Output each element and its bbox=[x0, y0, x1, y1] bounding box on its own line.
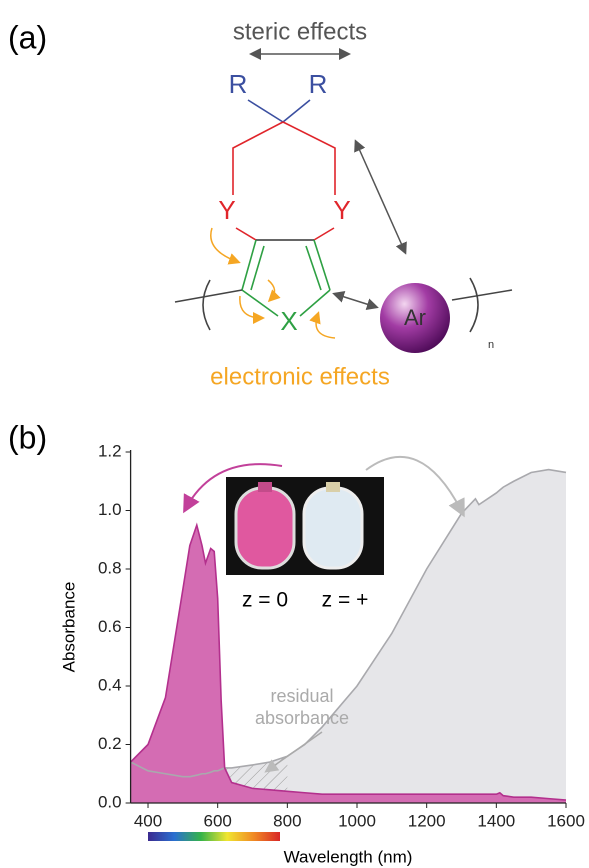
arrow bbox=[183, 463, 283, 514]
backbone bbox=[174, 277, 513, 333]
series-line bbox=[130, 522, 567, 801]
diagram: (a) steric effects R R Y Y X Ar n electr… bbox=[8, 18, 513, 390]
bonds bbox=[232, 121, 336, 241]
series-line bbox=[130, 468, 567, 778]
legend-label: z = + bbox=[322, 589, 369, 612]
arrow bbox=[332, 291, 379, 310]
x-axis-label: Wavelength (nm) bbox=[284, 847, 413, 866]
y-tick-label: 0.2 bbox=[98, 734, 122, 753]
y-tick-label: 0.8 bbox=[98, 558, 122, 577]
y-tick-label: 0.6 bbox=[98, 617, 122, 636]
y-tick-label: 0.0 bbox=[98, 792, 122, 811]
chart: (b) Absorbance Wavelength (nm) 0.0 0.2 0.4… bbox=[8, 419, 585, 866]
y-tick-label: 1.2 bbox=[98, 441, 122, 460]
legend-label: z = 0 bbox=[242, 589, 288, 612]
electronic-arrows bbox=[210, 227, 336, 339]
atom-label: Y bbox=[218, 195, 235, 225]
electronic-label: electronic effects bbox=[210, 363, 390, 390]
x-tick-label: 400 bbox=[134, 811, 162, 830]
vial-cap bbox=[258, 482, 272, 492]
subscript: n bbox=[488, 339, 494, 351]
overlay: z = 0 z = + residual absorbance bbox=[183, 455, 465, 773]
x-tick-label: 600 bbox=[203, 811, 231, 830]
panel-label: (a) bbox=[8, 19, 47, 55]
atom-label: X bbox=[280, 306, 297, 336]
x-tick-label: 1000 bbox=[338, 811, 376, 830]
y-axis-label: Absorbance bbox=[59, 582, 78, 673]
bonds bbox=[241, 239, 331, 317]
annotation: absorbance bbox=[255, 708, 349, 728]
atom-label: Y bbox=[333, 195, 350, 225]
steric-label: steric effects bbox=[233, 18, 367, 45]
x-tick-label: 1600 bbox=[547, 811, 585, 830]
x-tick-label: 800 bbox=[273, 811, 301, 830]
vial bbox=[234, 486, 296, 570]
arrow bbox=[264, 731, 323, 773]
bonds bbox=[247, 99, 311, 123]
arrow bbox=[365, 455, 465, 518]
atom-label: R bbox=[229, 69, 248, 99]
y-tick-label: 1.0 bbox=[98, 500, 122, 519]
arrow bbox=[354, 139, 407, 255]
vial-cap bbox=[326, 482, 340, 492]
atom-label: Ar bbox=[404, 305, 426, 330]
color-bar bbox=[148, 832, 280, 841]
panel-label: (b) bbox=[8, 419, 47, 455]
vial bbox=[302, 486, 364, 570]
y-tick-label: 0.4 bbox=[98, 675, 122, 694]
aryl-sphere bbox=[380, 283, 450, 353]
annotation: residual bbox=[270, 686, 333, 706]
x-tick-label: 1400 bbox=[477, 811, 515, 830]
atom-label: R bbox=[309, 69, 328, 99]
x-tick-label: 1200 bbox=[408, 811, 446, 830]
area bbox=[130, 469, 566, 803]
